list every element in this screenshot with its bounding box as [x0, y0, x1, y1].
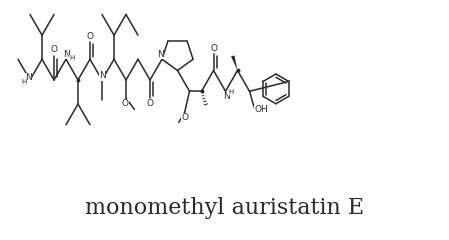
Text: H: H	[229, 89, 233, 95]
Text: N: N	[157, 50, 164, 59]
Text: N: N	[223, 92, 229, 101]
Text: N: N	[99, 72, 106, 80]
Text: O: O	[50, 46, 57, 54]
Text: O: O	[210, 44, 217, 53]
Text: monomethyl auristatin E: monomethyl auristatin E	[85, 197, 364, 219]
Text: N: N	[25, 72, 32, 82]
Text: O: O	[146, 99, 154, 108]
Text: O: O	[122, 99, 128, 108]
Text: O: O	[181, 113, 188, 122]
Text: H: H	[69, 55, 74, 61]
Text: O: O	[87, 32, 93, 42]
Text: H: H	[22, 79, 27, 85]
Text: N: N	[63, 50, 70, 59]
Text: OH: OH	[255, 105, 268, 114]
Polygon shape	[231, 55, 238, 71]
